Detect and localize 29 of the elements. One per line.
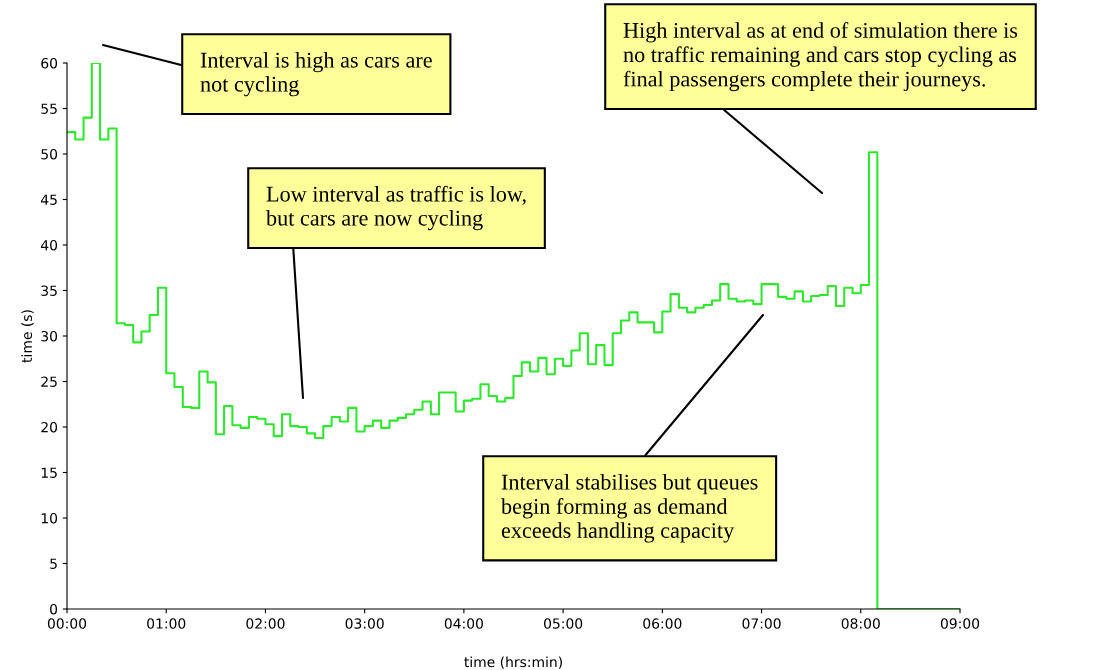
x-axis-title: time (hrs:min) <box>464 656 562 669</box>
y-tick-label: 15 <box>41 467 57 478</box>
y-tick-label: 20 <box>41 421 58 433</box>
y-tick-label: 5 <box>50 558 57 569</box>
x-tick-label: 05:00 <box>544 618 583 629</box>
x-tick-label: 06:00 <box>643 618 682 629</box>
x-tick-label: 08:00 <box>841 618 880 629</box>
x-tick-label: 07:00 <box>742 618 781 629</box>
y-tick-label: 55 <box>41 103 57 114</box>
y-tick-label: 50 <box>41 148 58 160</box>
annotation: Interval is high as cars are not cycling <box>200 52 432 97</box>
y-tick-label: 25 <box>41 376 57 387</box>
y-tick-label: 35 <box>41 285 57 296</box>
y-tick-label: 10 <box>41 512 58 524</box>
annotation: Low interval as traffic is low, but cars are now cycling <box>266 185 526 231</box>
x-tick-label: 03:00 <box>345 618 384 629</box>
x-tick-label: 01:00 <box>147 618 186 629</box>
annotation: High interval as at end of simulation there is no traffic remaining and cars stop cycling as final passengers complete their journeys. <box>623 22 1018 92</box>
y-tick-label: 60 <box>41 57 58 69</box>
annotation: Interval stabilises but queues begin forming as demand exceeds handling capacity <box>501 474 758 543</box>
y-tick-label: 45 <box>40 194 57 205</box>
y-tick-label: 30 <box>41 330 58 342</box>
x-tick-label: 09:00 <box>940 618 980 629</box>
y-tick-label: 40 <box>40 239 58 251</box>
x-tick-label: 02:00 <box>246 618 285 629</box>
y-axis-title: time (s) <box>21 310 34 363</box>
x-tick-label: 00:00 <box>47 618 87 629</box>
x-tick-label: 04:00 <box>444 618 483 629</box>
y-tick-label: 0 <box>50 603 58 615</box>
